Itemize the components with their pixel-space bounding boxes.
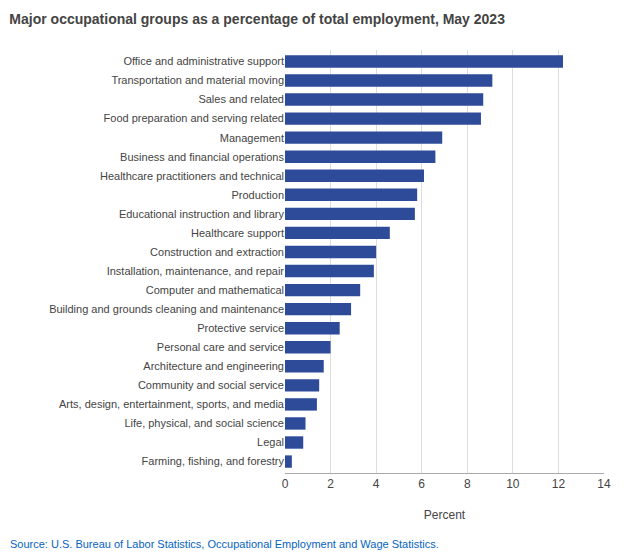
svg-text:Source: U.S. Bureau of Labor S: Source: U.S. Bureau of Labor Statistics,…	[10, 538, 439, 550]
svg-text:Protective service: Protective service	[197, 322, 284, 334]
svg-text:4: 4	[373, 477, 380, 491]
svg-text:Construction and extraction: Construction and extraction	[150, 246, 284, 258]
svg-text:Production: Production	[231, 189, 284, 201]
svg-text:6: 6	[418, 477, 425, 491]
svg-text:Personal care and service: Personal care and service	[157, 341, 284, 353]
svg-text:2: 2	[327, 477, 334, 491]
svg-text:Healthcare support: Healthcare support	[191, 227, 284, 239]
svg-text:Legal: Legal	[257, 436, 284, 448]
svg-text:Installation, maintenance, and: Installation, maintenance, and repair	[107, 265, 285, 277]
svg-text:Arts, design, entertainment, s: Arts, design, entertainment, sports, and…	[59, 398, 285, 410]
svg-text:Life, physical, and social sci: Life, physical, and social science	[124, 417, 284, 429]
svg-text:14: 14	[597, 477, 611, 491]
svg-text:Sales and related: Sales and related	[198, 93, 284, 105]
svg-text:Healthcare practitioners and t: Healthcare practitioners and technical	[100, 170, 284, 182]
svg-text:Business and financial operati: Business and financial operations	[120, 151, 284, 163]
svg-text:Transportation and material mo: Transportation and material moving	[111, 74, 284, 86]
svg-text:Office and administrative supp: Office and administrative support	[123, 55, 284, 67]
svg-text:8: 8	[464, 477, 471, 491]
svg-text:Computer and mathematical: Computer and mathematical	[146, 284, 284, 296]
svg-text:Building and grounds cleaning: Building and grounds cleaning and mainte…	[49, 303, 284, 315]
svg-text:Food preparation and serving r: Food preparation and serving related	[104, 112, 284, 124]
svg-text:Percent: Percent	[424, 508, 466, 522]
svg-text:10: 10	[506, 477, 520, 491]
svg-text:Community and social service: Community and social service	[138, 379, 284, 391]
svg-text:12: 12	[552, 477, 566, 491]
svg-text:Educational instruction and li: Educational instruction and library	[119, 208, 285, 220]
svg-text:0: 0	[282, 477, 289, 491]
svg-text:Major occupational groups as a: Major occupational groups as a percentag…	[9, 11, 505, 27]
svg-text:Architecture and engineering: Architecture and engineering	[143, 360, 284, 372]
svg-text:Management: Management	[220, 132, 284, 144]
svg-text:Farming, fishing, and forestry: Farming, fishing, and forestry	[142, 455, 285, 467]
